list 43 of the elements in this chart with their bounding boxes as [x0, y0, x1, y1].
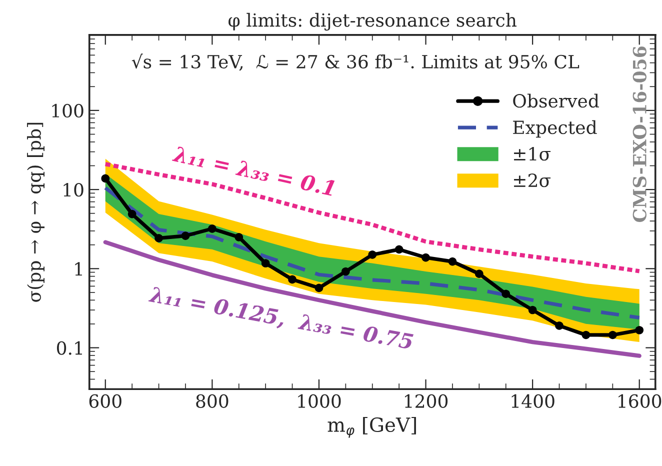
point	[314, 284, 324, 292]
point	[475, 270, 484, 278]
point	[342, 267, 350, 276]
y-axis-title: σ(pp → φ → qq) [pb]	[27, 122, 44, 302]
x-tick-label: 1000	[298, 394, 341, 408]
annotation: CMS-EXO-16-056	[632, 46, 646, 222]
chart-title: φ limits: dijet-resonance search	[228, 12, 516, 31]
point	[394, 245, 404, 254]
point	[635, 326, 644, 334]
x-tick-label: 1400	[512, 394, 554, 408]
point	[422, 253, 430, 262]
point	[154, 234, 163, 242]
point	[528, 306, 537, 314]
x-tick-label: 800	[196, 394, 228, 408]
legend-label: Observed	[513, 94, 599, 108]
point	[101, 174, 110, 183]
point	[368, 250, 377, 259]
y-tick-label: 100	[52, 104, 84, 118]
point	[208, 224, 216, 233]
point	[555, 322, 564, 330]
text: λ₁₁ = 0.125, λ₃₃ = 0.75	[148, 286, 414, 353]
line-series	[103, 240, 642, 358]
legend-label: ±2σ	[514, 174, 551, 188]
x-axis-title: m$_{φ}$ [GeV]	[328, 417, 416, 438]
legend-label: ±1σ	[514, 147, 551, 161]
point	[502, 290, 510, 298]
text: λ₁₁ = λ₃₃ = 0.1	[172, 146, 335, 196]
point	[582, 330, 590, 340]
x-tick-label: 1200	[405, 394, 448, 408]
point	[261, 259, 270, 268]
y-tick-label: 0.1	[56, 341, 82, 355]
x-tick-label: 600	[89, 394, 122, 408]
point	[448, 257, 457, 266]
legend-label: Expected	[513, 120, 597, 138]
point	[128, 210, 136, 218]
point	[288, 275, 296, 284]
point	[234, 233, 244, 242]
point	[181, 232, 190, 240]
annotation: √s = 13 TeV, ℒ = 27 & 36 fb⁻¹. Limits at 95% CL	[132, 54, 580, 71]
x-tick-label: 1600	[618, 394, 662, 408]
y-tick-label: 1	[75, 262, 82, 276]
y-tick-label: 10	[64, 183, 84, 197]
point	[608, 330, 617, 340]
